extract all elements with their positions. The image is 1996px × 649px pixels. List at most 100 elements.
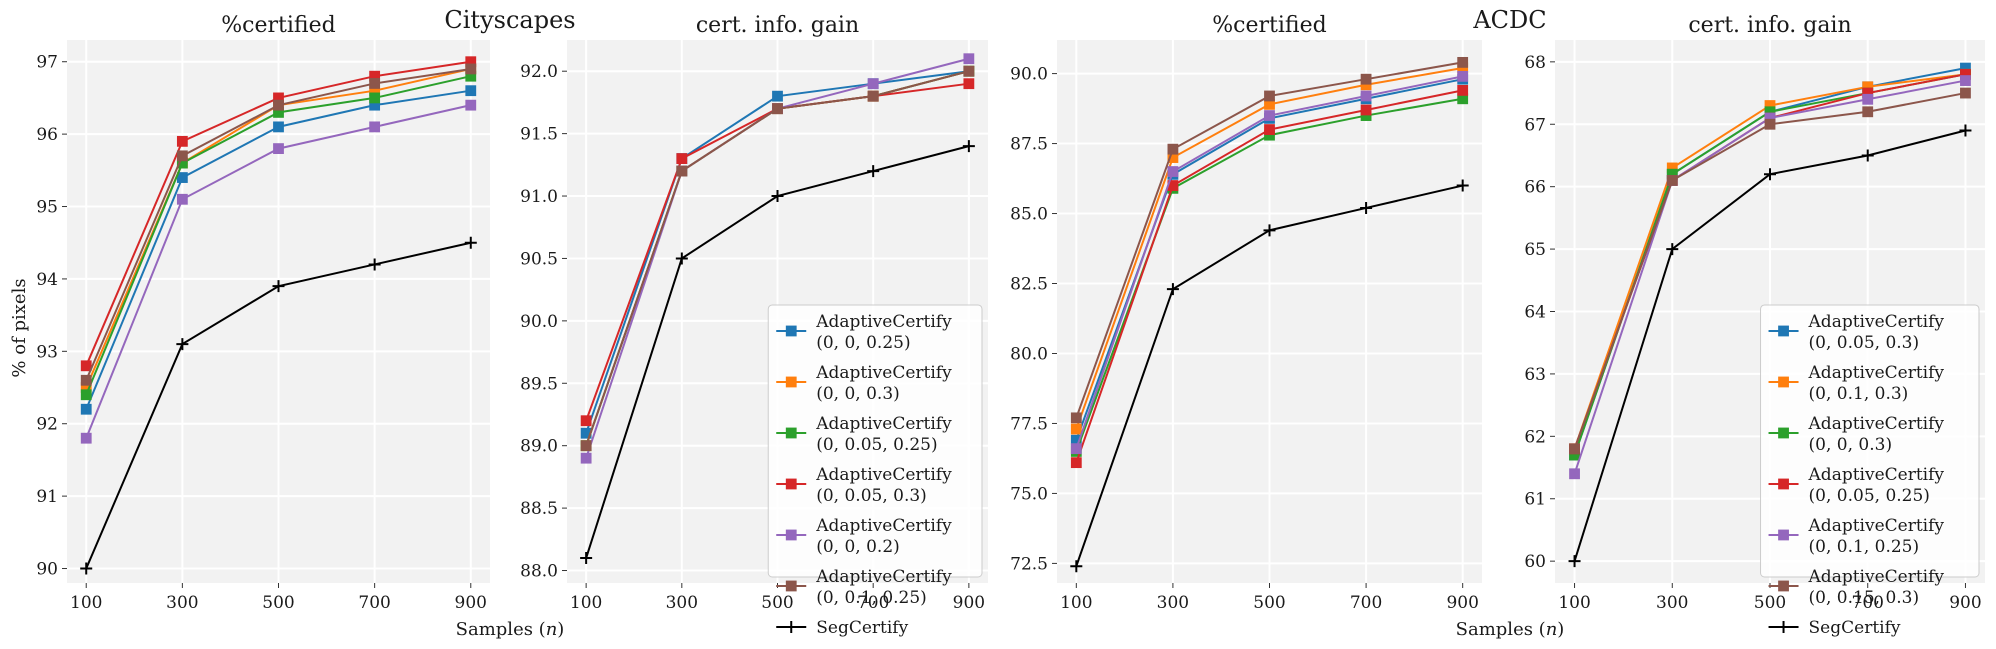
legend-entry-params: (0, 0, 0.3) — [816, 384, 900, 404]
data-point — [368, 258, 381, 271]
data-point — [176, 150, 188, 162]
x-tick-label: 100 — [1060, 593, 1092, 613]
y-tick-label: 62 — [1524, 427, 1546, 447]
y-tick-label: 68 — [1524, 53, 1546, 73]
panel-title: %certified — [1212, 13, 1326, 38]
legend-entry-params: (0, 0.05, 0.3) — [816, 486, 927, 506]
data-point — [1861, 149, 1874, 162]
legend-entry-name: AdaptiveCertify — [1808, 516, 1945, 536]
data-point — [867, 78, 879, 90]
legend-entry-name: AdaptiveCertify — [1808, 312, 1945, 332]
x-tick-label: 900 — [455, 593, 487, 613]
data-point — [1764, 118, 1776, 130]
data-point — [273, 99, 284, 111]
y-tick-label: 90.0 — [520, 312, 558, 332]
panel-title: %certified — [221, 13, 335, 38]
y-tick-label: 72.5 — [1010, 554, 1048, 574]
y-tick-label: 97 — [36, 53, 58, 73]
legend-entry-params: (0, 0.1, 0.25) — [816, 588, 927, 608]
legend-entry-params: (0, 0, 0.2) — [816, 537, 900, 557]
data-point — [1862, 93, 1874, 105]
legend-box — [767, 304, 983, 578]
data-point — [1070, 412, 1082, 424]
data-point — [1070, 423, 1082, 435]
data-point — [1264, 124, 1275, 135]
data-point — [80, 374, 92, 386]
y-tick-label: 93 — [36, 342, 58, 362]
data-point — [1959, 124, 1972, 137]
legend-entry-params: (0, 0.05, 0.3) — [1809, 333, 1920, 353]
data-point — [1457, 84, 1469, 96]
data-point — [1070, 560, 1083, 573]
legend-swatch-marker — [1778, 376, 1789, 388]
x-tick-label: 700 — [358, 593, 390, 613]
x-tick-label: 700 — [857, 593, 889, 613]
data-point — [273, 121, 284, 133]
x-tick-label: 700 — [1350, 593, 1382, 613]
data-point — [1070, 457, 1082, 469]
data-point — [176, 338, 189, 351]
y-tick-label: 77.5 — [1010, 414, 1048, 434]
y-tick-label: 85.0 — [1010, 205, 1048, 225]
data-point — [1167, 143, 1179, 155]
data-point — [676, 153, 688, 164]
y-tick-label: 94 — [36, 270, 58, 290]
y-tick-label: 88.0 — [520, 562, 558, 582]
legend: AdaptiveCertify(0, 0.05, 0.3)AdaptiveCer… — [1760, 304, 1980, 638]
data-point — [1264, 110, 1275, 121]
data-point — [272, 280, 285, 293]
legend-box — [1760, 304, 1980, 578]
y-tick-label: 92 — [36, 415, 58, 435]
y-tick-label: 64 — [1524, 303, 1546, 323]
data-point — [1360, 104, 1372, 116]
y-tick-label: 67 — [1524, 115, 1546, 135]
legend-entry-name: AdaptiveCertify — [815, 567, 952, 587]
x-tick-label: 900 — [1949, 593, 1981, 613]
y-tick-label: 91.5 — [520, 125, 558, 145]
legend-swatch-marker — [1778, 427, 1789, 439]
data-point — [176, 193, 188, 205]
data-point — [1960, 75, 1971, 86]
legend-swatch-marker — [1778, 529, 1789, 541]
legend-entry-name: SegCertify — [1809, 618, 1901, 638]
x-tick-label: 100 — [70, 593, 102, 613]
data-point — [80, 389, 92, 401]
y-tick-label: 65 — [1524, 240, 1546, 260]
y-tick-label: 60 — [1524, 552, 1546, 572]
legend-swatch-marker — [785, 427, 797, 439]
group-title-acdc: ACDC — [1472, 6, 1546, 34]
data-point — [464, 236, 477, 249]
data-point — [963, 65, 975, 77]
data-point — [962, 140, 975, 153]
data-point — [676, 165, 688, 177]
x-tick-label: 500 — [761, 593, 793, 613]
legend-entry-params: (0, 0.05, 0.25) — [1809, 486, 1930, 506]
data-point — [1569, 468, 1580, 480]
x-tick-label: 900 — [953, 593, 985, 613]
y-tick-label: 75.0 — [1010, 484, 1048, 504]
y-tick-label: 95 — [36, 198, 58, 218]
y-tick-label: 89.0 — [520, 437, 558, 457]
legend-entry-params: (0, 0.15, 0.3) — [1809, 588, 1920, 608]
data-point — [1360, 90, 1372, 102]
legend-entry-name: AdaptiveCertify — [1808, 567, 1945, 587]
legend-swatch-marker — [785, 620, 798, 633]
panel-title: cert. info. gain — [1688, 13, 1851, 38]
data-point — [1264, 90, 1275, 102]
legend-entry-params: (0, 0.1, 0.3) — [1809, 384, 1909, 404]
data-point — [771, 190, 784, 203]
panel-cityscapes-info-gain: 88.0 88.5 89.0 89.5 90.0 90.5 91.0 91.5 92.0 100 3… — [520, 13, 988, 638]
data-point — [273, 143, 284, 155]
y-tick-label: 92.0 — [520, 62, 558, 82]
y-tick-label: 91.0 — [520, 187, 558, 207]
y-tick-label: 88.5 — [520, 499, 558, 519]
data-point — [1666, 175, 1678, 186]
data-point — [80, 403, 92, 415]
legend-swatch-marker — [785, 529, 797, 541]
legend-entry-name: AdaptiveCertify — [1808, 363, 1945, 383]
data-point — [1569, 443, 1580, 455]
data-point — [675, 252, 688, 265]
y-tick-label: 61 — [1524, 490, 1546, 510]
data-point — [580, 415, 592, 427]
